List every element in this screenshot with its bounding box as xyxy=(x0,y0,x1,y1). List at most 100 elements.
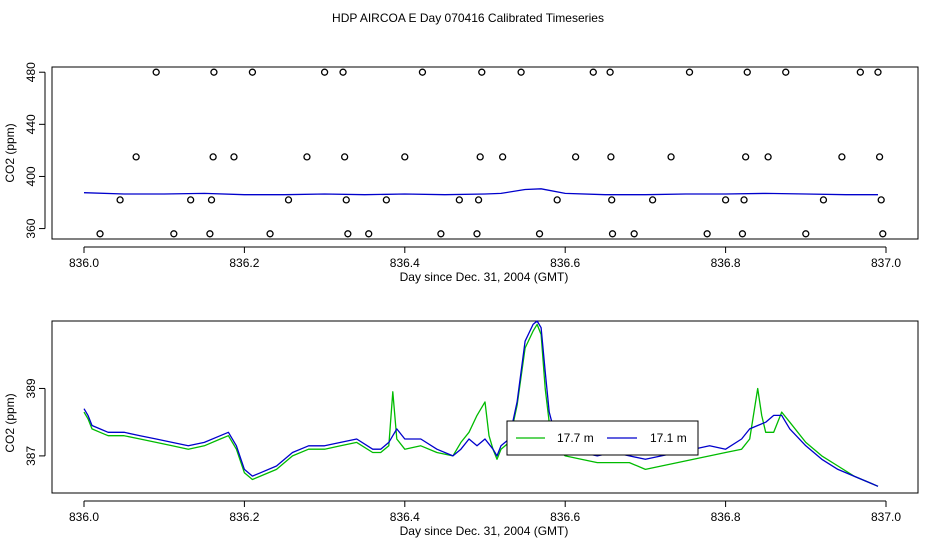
legend-label-1: 17.1 m xyxy=(650,431,687,445)
data-point xyxy=(740,196,748,204)
data-point xyxy=(207,196,216,204)
data-point xyxy=(340,153,349,161)
panel-bottom-marks xyxy=(83,320,879,487)
data-point xyxy=(589,68,597,76)
data-point xyxy=(476,153,484,161)
data-point xyxy=(284,196,293,204)
data-point xyxy=(606,68,614,76)
data-point xyxy=(838,153,846,161)
data-point xyxy=(517,68,525,76)
x-tick-label: 836.8 xyxy=(711,256,741,270)
data-point xyxy=(738,230,747,238)
data-point xyxy=(132,153,140,161)
x-tick-label: 836.2 xyxy=(229,510,259,524)
data-point xyxy=(339,68,347,76)
panel-top-y-axis: 360 400 440 480 xyxy=(24,62,46,239)
x-tick-label: 836.0 xyxy=(69,256,99,270)
chart-title: HDP AIRCOA E Day 070416 Calibrated Times… xyxy=(332,11,604,25)
data-point xyxy=(802,230,810,238)
data-point xyxy=(703,230,711,238)
data-point xyxy=(535,230,544,238)
data-point xyxy=(116,196,124,204)
data-point xyxy=(344,230,352,238)
data-point xyxy=(320,68,329,76)
data-point xyxy=(875,153,884,161)
data-point xyxy=(498,153,507,161)
data-point xyxy=(248,68,257,76)
legend: 17.7 m 17.1 m xyxy=(506,420,699,456)
data-point xyxy=(782,68,790,76)
y-tick-label: 360 xyxy=(24,218,38,238)
series-line-0 xyxy=(83,188,878,196)
data-point xyxy=(96,230,104,238)
data-point xyxy=(474,196,483,204)
panel-top-frame xyxy=(51,66,919,240)
data-point xyxy=(667,153,675,161)
data-point xyxy=(365,230,373,238)
panel-bottom-xlabel: Day since Dec. 31, 2004 (GMT) xyxy=(400,524,569,538)
y-tick-label: 389 xyxy=(24,378,38,398)
data-point xyxy=(685,68,694,76)
x-tick-label: 837.0 xyxy=(871,256,901,270)
data-point xyxy=(152,68,160,76)
data-point xyxy=(303,153,311,161)
y-tick-label: 400 xyxy=(24,166,38,186)
x-tick-label: 836.4 xyxy=(390,256,420,270)
y-tick-label: 440 xyxy=(24,114,38,134)
panel-top-xlabel: Day since Dec. 31, 2004 (GMT) xyxy=(400,270,569,284)
panel-bottom-ylabel: CO2 (ppm) xyxy=(3,393,17,452)
panel-top-ylabel: CO2 (ppm) xyxy=(3,123,17,182)
data-point xyxy=(742,153,750,161)
panel-bottom-x-axis: 836.0 836.2 836.4 836.6 836.8 837.0 xyxy=(69,500,901,524)
data-point xyxy=(630,230,638,238)
data-point xyxy=(266,230,274,238)
y-tick-label: 480 xyxy=(24,62,38,82)
panel-top: 836.0 836.2 836.4 836.6 836.8 837.0 360 400 440… xyxy=(3,62,919,284)
x-tick-label: 836.0 xyxy=(69,510,99,524)
data-point xyxy=(607,153,615,161)
data-point xyxy=(648,196,657,204)
data-point xyxy=(819,196,828,204)
data-point xyxy=(571,153,580,161)
data-point xyxy=(874,68,882,76)
panel-bottom-y-axis: 387 389 xyxy=(24,378,46,466)
x-tick-label: 837.0 xyxy=(871,510,901,524)
panel-top-x-axis: 836.0 836.2 836.4 836.6 836.8 837.0 xyxy=(69,246,901,270)
data-point xyxy=(230,153,238,161)
data-point xyxy=(608,196,616,204)
x-tick-label: 836.6 xyxy=(550,256,580,270)
data-point xyxy=(608,230,617,238)
panel-bottom-frame xyxy=(51,320,919,494)
series-line-1 xyxy=(83,320,879,487)
x-tick-label: 836.4 xyxy=(390,510,420,524)
data-point xyxy=(877,196,885,204)
data-point xyxy=(478,68,486,76)
panel-bottom: 836.0 836.2 836.4 836.6 836.8 837.0 387 389 Da… xyxy=(3,320,919,538)
data-point xyxy=(743,68,751,76)
data-point xyxy=(418,68,427,76)
data-point xyxy=(342,196,350,204)
legend-label-0: 17.7 m xyxy=(557,431,594,445)
data-point xyxy=(209,153,217,161)
panel-top-marks xyxy=(83,68,887,238)
data-point xyxy=(437,230,445,238)
data-point xyxy=(764,153,772,161)
data-point xyxy=(170,230,178,238)
data-point xyxy=(187,196,195,204)
x-tick-label: 836.8 xyxy=(711,510,741,524)
data-point xyxy=(206,230,214,238)
data-point xyxy=(879,230,887,238)
data-point xyxy=(210,68,218,76)
data-point xyxy=(382,196,391,204)
data-point xyxy=(473,230,481,238)
data-point xyxy=(856,68,864,76)
x-tick-label: 836.6 xyxy=(550,510,580,524)
x-tick-label: 836.2 xyxy=(229,256,259,270)
data-point xyxy=(721,196,730,204)
data-point xyxy=(553,196,561,204)
data-point xyxy=(401,153,409,161)
data-point xyxy=(455,196,463,204)
series-line-0 xyxy=(83,323,879,487)
y-tick-label: 387 xyxy=(24,446,38,466)
